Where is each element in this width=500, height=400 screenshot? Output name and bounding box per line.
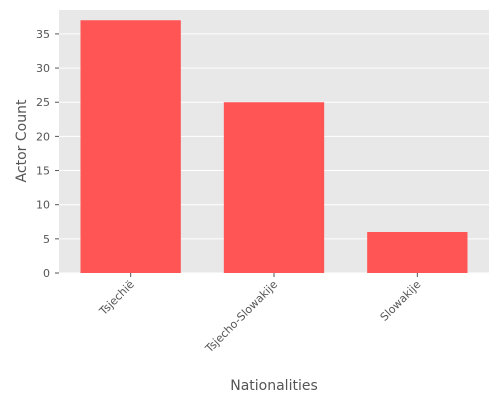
x-axis-label: Nationalities <box>230 378 318 394</box>
y-axis-label: Actor Count <box>14 99 30 182</box>
x-tick-label: Tsjecho-Slowakije <box>202 278 280 356</box>
bar <box>223 102 325 273</box>
bar <box>80 20 181 274</box>
bar <box>367 232 468 273</box>
bars <box>80 20 468 274</box>
x-axis-ticks: Tsjechië Tsjecho-Slowakije Slowakije <box>96 273 424 356</box>
y-tick-label: 25 <box>36 96 50 109</box>
x-tick-label: Tsjechië <box>96 278 137 319</box>
y-tick-label: 20 <box>36 130 50 143</box>
y-tick-label: 35 <box>36 28 50 41</box>
y-tick-label: 10 <box>36 199 50 212</box>
y-axis-ticks: 0 5 10 15 20 25 30 35 <box>36 28 59 280</box>
y-tick-label: 15 <box>36 165 50 178</box>
y-tick-label: 30 <box>36 62 50 75</box>
y-tick-label: 5 <box>43 233 50 246</box>
x-tick-label: Slowakije <box>378 278 424 324</box>
y-tick-label: 0 <box>43 267 50 280</box>
